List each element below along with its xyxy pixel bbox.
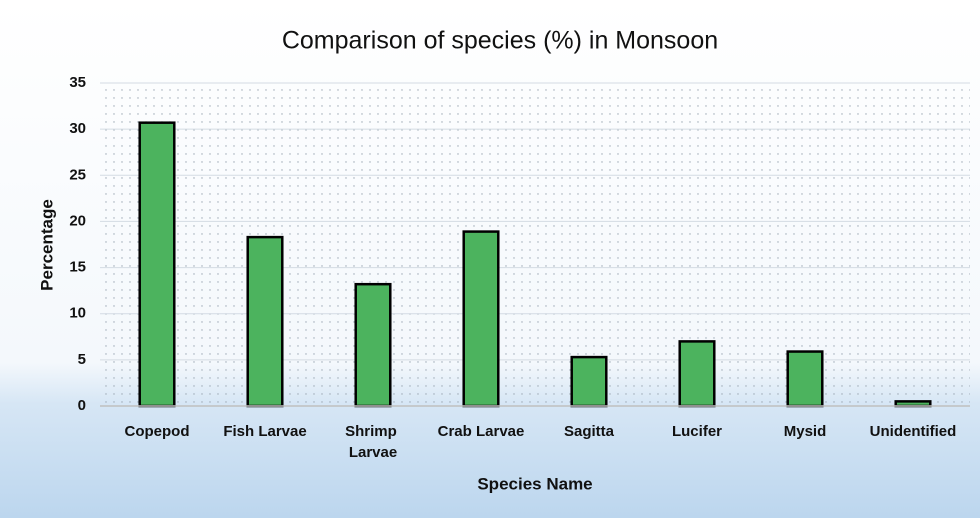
x-tick-label: Copepod [125,423,190,440]
chart-title: Comparison of species (%) in Monsoon [282,27,718,55]
y-tick-label: 35 [69,74,86,91]
plot-area [100,83,970,406]
x-tick-label: Sagitta [564,423,615,440]
y-tick-label: 25 [69,166,86,183]
y-tick-label: 20 [69,212,86,229]
bar [462,230,500,408]
y-tick-label: 5 [78,351,86,368]
y-tick-label: 10 [69,305,86,322]
x-tick-label: Unidentified [870,423,957,440]
bar [570,355,608,408]
y-tick-label: 15 [69,259,86,276]
y-tick-label: 0 [78,397,86,414]
x-axis-label: Species Name [477,474,592,493]
bar [246,235,284,408]
y-axis-label: Percentage [37,199,56,291]
x-tick-label: Lucifer [672,423,722,440]
bar [354,282,392,408]
x-tick-label: Fish Larvae [223,423,306,440]
bar [786,350,824,408]
x-tick-label: Crab Larvae [438,423,525,440]
bar [138,121,176,408]
bar [678,340,716,408]
y-tick-label: 30 [69,120,86,137]
x-tick-label: Shrimp Larvae [345,423,401,461]
x-tick-label: Mysid [784,423,827,440]
